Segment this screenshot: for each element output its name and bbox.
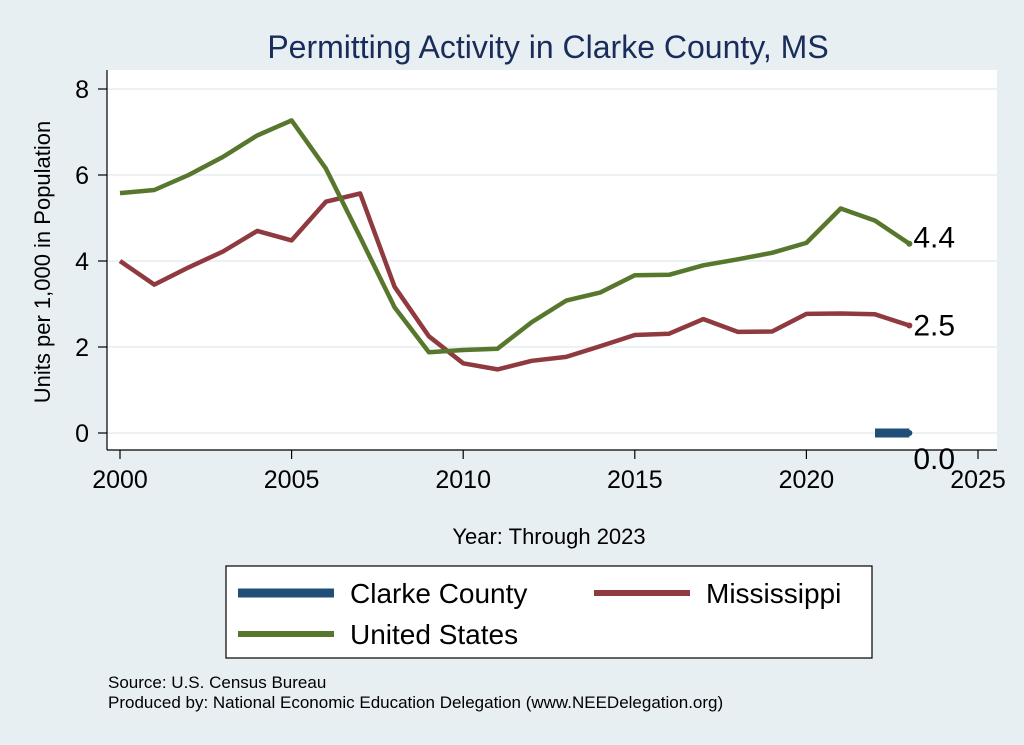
legend-label-mississippi: Mississippi [706, 578, 841, 609]
legend-label-clarke-county: Clarke County [350, 578, 527, 609]
y-tick-label-4: 4 [75, 248, 89, 276]
x-tick-label-2020: 2020 [779, 466, 835, 494]
y-tick-label-0: 0 [75, 420, 89, 448]
chart-title: Permitting Activity in Clarke County, MS [267, 29, 828, 65]
legend-label-united-states: United States [350, 619, 518, 650]
x-tick-label-2025: 2025 [950, 466, 1006, 494]
produced-note: Produced by: National Economic Education… [108, 693, 723, 712]
y-tick-label-6: 6 [75, 162, 89, 190]
x-tick-label-2000: 2000 [92, 466, 148, 494]
end-label-clarke-county: 0.0 [913, 443, 955, 476]
axes: 0 2 4 6 8 2000 2005 2010 2015 2020 2025 [75, 70, 1006, 494]
y-tick-label-8: 8 [75, 76, 89, 104]
x-axis-label: Year: Through 2023 [452, 524, 645, 549]
series-end-point-mississippi [906, 322, 913, 329]
x-tick-label-2005: 2005 [264, 466, 320, 494]
plot-area [107, 70, 997, 450]
series-line-mississippi [118, 191, 911, 372]
x-tick-label-2015: 2015 [607, 466, 663, 494]
x-tick-label-2010: 2010 [435, 466, 491, 494]
legend: Clarke County Mississippi United States [225, 565, 873, 659]
end-labels: 0.0 2.5 4.4 [913, 222, 955, 476]
y-axis-label: Units per 1,000 in Population [30, 121, 55, 404]
series-end-point-united-states [906, 240, 913, 247]
legend-items: Clarke County Mississippi United States [238, 578, 841, 650]
series-line-united-states [119, 118, 911, 355]
gridlines [107, 88, 997, 434]
source-note: Source: U.S. Census Bureau [108, 673, 326, 692]
series-end-point-clarke-county [906, 430, 913, 436]
end-label-mississippi: 2.5 [913, 309, 955, 342]
legend-box [225, 565, 873, 659]
series-lines [118, 118, 913, 438]
y-tick-label-2: 2 [75, 334, 89, 362]
end-label-united-states: 4.4 [913, 222, 955, 255]
